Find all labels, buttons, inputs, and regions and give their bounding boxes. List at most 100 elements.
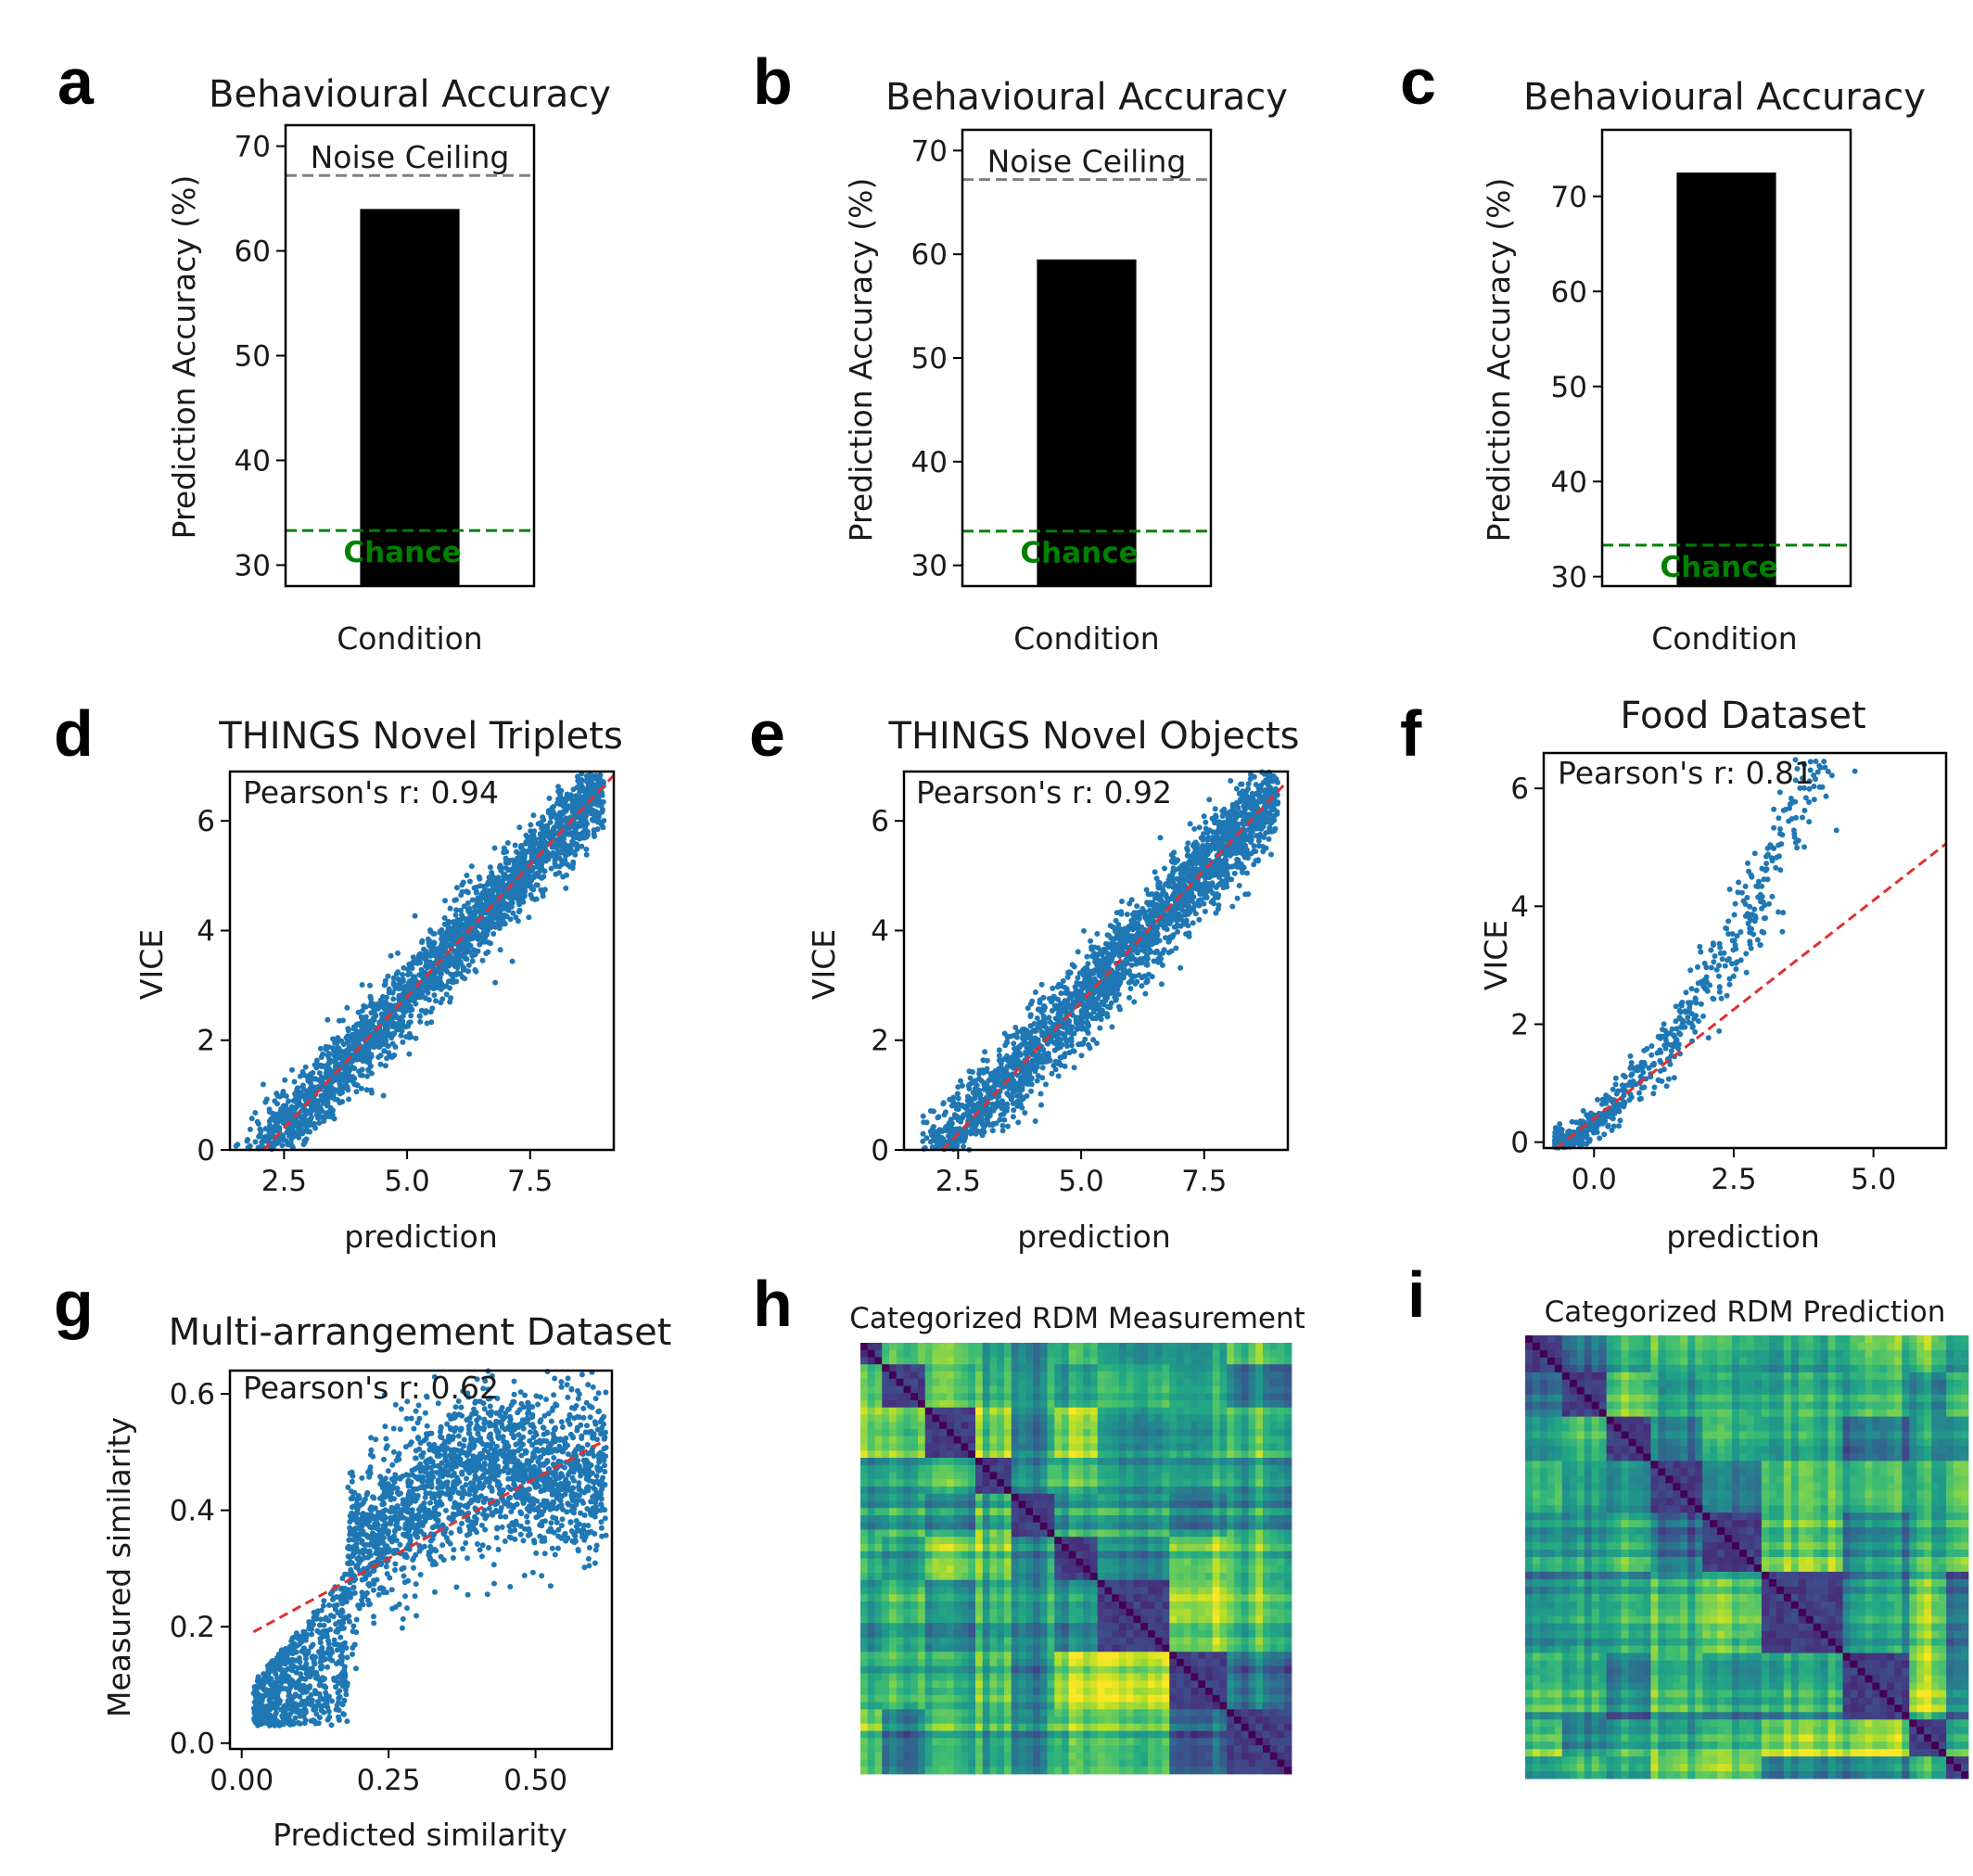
panel-d-point <box>443 938 449 944</box>
panel-d-point <box>297 1095 302 1101</box>
panel-d-point <box>558 788 564 794</box>
panel-d-point <box>408 1019 414 1025</box>
panel-a-ytick-label-3: 60 <box>235 236 271 269</box>
panel-e-point <box>1216 819 1222 824</box>
panel-d-point <box>452 922 458 927</box>
panel-d-point <box>425 965 430 971</box>
panel-e-point <box>1088 938 1093 944</box>
panel-e-point <box>1004 1040 1010 1045</box>
panel-e-point <box>1179 869 1185 874</box>
panel-e-point <box>1100 1000 1105 1005</box>
panel-d-point <box>377 1044 383 1050</box>
panel-d-point <box>408 1013 414 1018</box>
panel-d-point <box>585 775 591 781</box>
panel-e-point <box>1050 986 1055 991</box>
panel-e-point <box>1254 782 1259 787</box>
panel-d-point <box>256 1121 261 1127</box>
panel-e-point <box>1201 884 1206 889</box>
panel-e-point <box>1150 918 1155 924</box>
panel-d-ytick-label-1: 2 <box>197 1025 215 1058</box>
panel-d-point <box>310 1070 315 1076</box>
panel-c-bar-chart: Behavioural Accuracy Prediction Accuracy… <box>1481 76 1926 657</box>
panel-e-point <box>1065 975 1071 980</box>
panel-d-point <box>372 1011 377 1016</box>
panel-d-point <box>345 1026 350 1031</box>
panel-e-point <box>1047 996 1052 1002</box>
panel-d-point <box>314 1112 320 1117</box>
panel-e-point <box>1237 883 1242 888</box>
panel-d-annotation: Pearson's r: 0.94 <box>243 774 499 810</box>
panel-d-point <box>502 906 507 912</box>
panel-e-point <box>1166 939 1172 945</box>
panel-e-point <box>988 1071 994 1077</box>
panel-e-point <box>1256 835 1262 840</box>
panel-d-point <box>427 980 433 986</box>
panel-e-point <box>1094 931 1100 937</box>
panel-e-point <box>1163 893 1168 899</box>
panel-e-point <box>924 1119 930 1125</box>
panel-d-point <box>526 914 531 920</box>
panel-d-point <box>546 830 552 836</box>
panel-e-point <box>1170 869 1176 874</box>
panel-a-bar-chart: Behavioural Accuracy Prediction Accuracy… <box>166 73 611 657</box>
panel-d-point <box>529 896 535 901</box>
panel-d-point <box>364 1074 370 1079</box>
panel-d-point <box>421 947 426 952</box>
panel-d-point <box>531 874 537 880</box>
panel-e-point <box>1225 862 1230 868</box>
panel-d-point <box>567 831 573 836</box>
panel-d-point <box>344 1064 350 1069</box>
panel-d-point <box>284 1093 289 1099</box>
panel-d-point <box>453 954 459 960</box>
panel-d-point <box>350 1032 355 1038</box>
panel-d-point <box>403 1034 409 1040</box>
panel-e-point <box>1118 973 1124 978</box>
panel-d-point <box>593 798 599 803</box>
panel-e-point <box>921 1114 926 1119</box>
panel-e-point <box>1000 1123 1006 1129</box>
panel-d-point <box>358 1072 363 1078</box>
panel-d-point <box>385 1027 390 1032</box>
panel-e-point <box>997 1053 1002 1058</box>
panel-d-point <box>579 795 584 800</box>
panel-d-point <box>394 971 400 976</box>
panel-e-point <box>921 1131 926 1137</box>
panel-e-point <box>1131 918 1137 924</box>
panel-e-point <box>1143 957 1149 963</box>
panel-e-point <box>1097 1013 1102 1018</box>
panel-e-point <box>1113 942 1118 948</box>
panel-e-point <box>971 1124 976 1129</box>
panel-d-point <box>392 986 398 991</box>
panel-d-point <box>453 897 459 902</box>
panel-d-point <box>305 1074 311 1079</box>
panel-e-point <box>1050 1039 1055 1044</box>
panel-d-point <box>274 1101 280 1106</box>
panel-d-point <box>325 1098 330 1104</box>
panel-e-point <box>973 1092 978 1098</box>
panel-e-point <box>1122 961 1127 966</box>
panel-e-point <box>1022 1069 1027 1075</box>
panel-d-point <box>313 1077 319 1082</box>
panel-e-point <box>1213 840 1218 846</box>
panel-e-point <box>1011 1040 1016 1046</box>
panel-e-point <box>1119 912 1125 917</box>
panel-d-point <box>384 1005 389 1011</box>
panel-e-point <box>1223 833 1228 838</box>
panel-d-point <box>294 1119 299 1125</box>
panel-e-point <box>1167 935 1173 940</box>
panel-e-point <box>1184 846 1190 851</box>
panel-e-point <box>1232 871 1238 876</box>
panel-d-xtick-label-1: 5.0 <box>384 1165 429 1198</box>
panel-e-point <box>1132 910 1138 915</box>
panel-e-point <box>1117 981 1123 987</box>
panel-d-point <box>286 1099 291 1104</box>
panel-e-point <box>1100 952 1105 958</box>
panel-d-point <box>496 884 502 889</box>
panel-d-point <box>442 964 448 969</box>
panel-d-point <box>249 1116 255 1121</box>
panel-d-point <box>326 1086 332 1091</box>
panel-d-point <box>501 849 506 855</box>
panel-d-point <box>541 823 546 829</box>
panel-d-point <box>462 976 467 981</box>
